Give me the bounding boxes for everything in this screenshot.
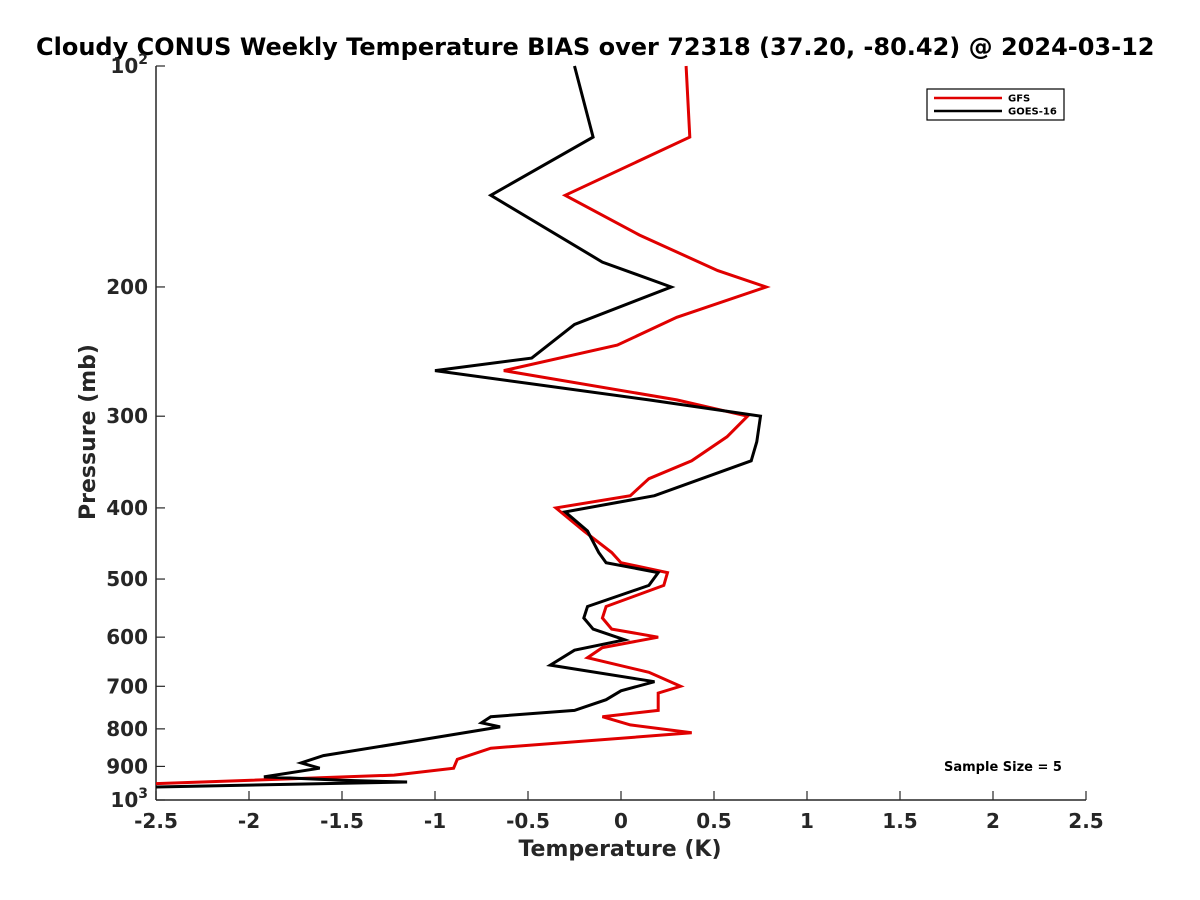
x-tick-label: 0.5 (696, 809, 731, 833)
x-tick-label: -2.5 (134, 809, 178, 833)
y-tick-label: 400 (106, 496, 148, 520)
x-tick-label: -0.5 (506, 809, 550, 833)
y-tick-label: 102 (110, 52, 148, 78)
y-tick-label: 103 (110, 786, 148, 812)
legend-box (926, 88, 1065, 121)
y-tick-exponent: 3 (138, 786, 148, 802)
series-line-gfs (155, 65, 771, 786)
x-tick-label: 1.5 (882, 809, 917, 833)
y-tick-label: 700 (106, 674, 148, 698)
legend: GFS GOES-16 (926, 88, 1065, 121)
sample-size-annotation: Sample Size = 5 (944, 760, 1062, 775)
series-line-goes-16 (155, 65, 763, 789)
y-tick-label: 800 (106, 717, 148, 741)
y-tick-label: 300 (106, 404, 148, 428)
x-tick-label: -1.5 (320, 809, 364, 833)
series-lines (155, 65, 771, 789)
y-tick-label: 900 (106, 754, 148, 778)
x-tick-label: 2.5 (1068, 809, 1103, 833)
y-tick-label: 500 (106, 567, 148, 591)
legend-label: GOES-16 (1008, 107, 1057, 118)
chart-title: Cloudy CONUS Weekly Temperature BIAS ove… (36, 33, 1154, 61)
y-tick-label: 200 (106, 275, 148, 299)
y-tick-base: 10 (110, 54, 138, 78)
x-tick-label: 1 (800, 809, 814, 833)
y-axis-title: Pressure (mb) (76, 344, 101, 520)
y-tick-exponent: 2 (138, 52, 148, 68)
x-axis-ticks: -2.5 -2 -1.5 -1 -0.5 0 0.5 1 1.5 2 2.5 (134, 791, 1104, 833)
y-tick-base: 10 (110, 788, 138, 812)
x-tick-label: 2 (986, 809, 1000, 833)
legend-label: GFS (1008, 94, 1030, 105)
x-axis-title: Temperature (K) (518, 837, 721, 862)
y-tick-label: 600 (106, 625, 148, 649)
x-tick-label: 0 (614, 809, 628, 833)
x-tick-label: -2 (238, 809, 260, 833)
x-tick-label: -1 (424, 809, 446, 833)
